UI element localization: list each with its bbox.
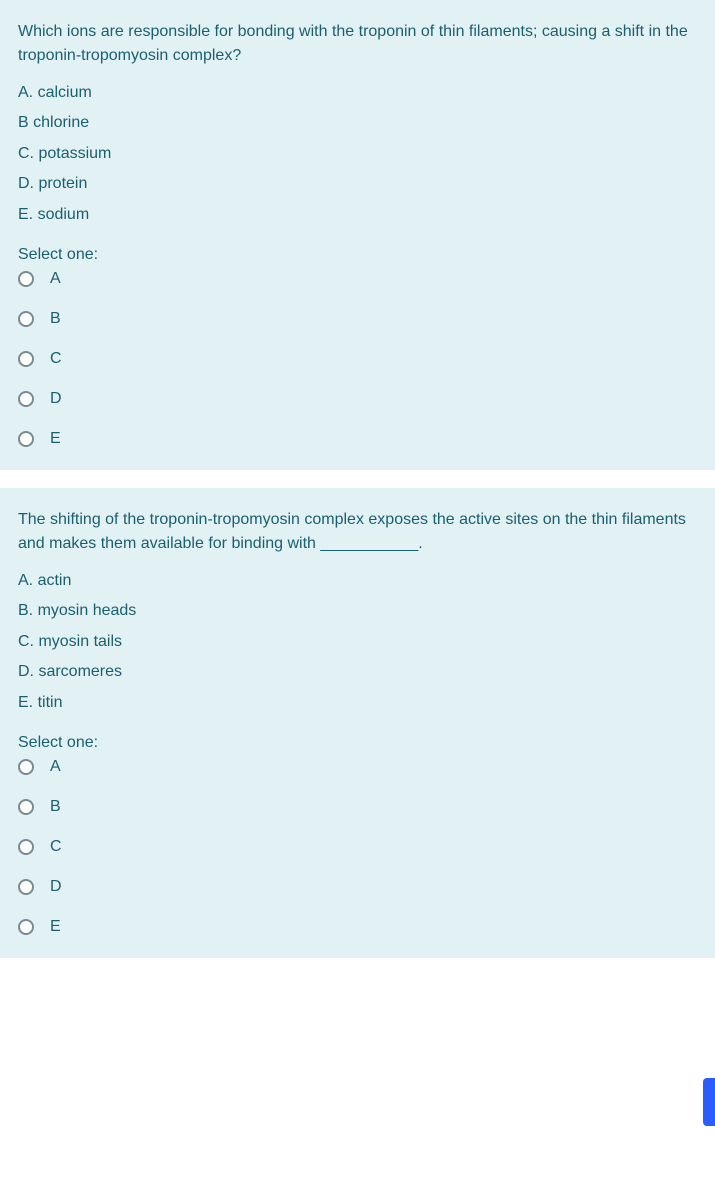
radio-label: B — [50, 310, 61, 328]
question-option: A. actin — [18, 566, 697, 596]
radio-icon[interactable] — [18, 311, 34, 327]
radio-option[interactable]: E — [18, 918, 697, 936]
side-tab[interactable] — [703, 1078, 715, 1126]
radio-label: C — [50, 350, 62, 368]
radio-label: E — [50, 430, 61, 448]
radio-option[interactable]: E — [18, 430, 697, 448]
radio-icon[interactable] — [18, 271, 34, 287]
question-option: E. titin — [18, 688, 697, 718]
radio-label: A — [50, 270, 61, 288]
radio-icon[interactable] — [18, 879, 34, 895]
question-option: C. potassium — [18, 139, 697, 169]
radio-icon[interactable] — [18, 799, 34, 815]
radio-icon[interactable] — [18, 431, 34, 447]
radio-label: C — [50, 838, 62, 856]
question-block: The shifting of the troponin-tropomyosin… — [0, 488, 715, 958]
radio-option[interactable]: A — [18, 270, 697, 288]
radio-label: E — [50, 918, 61, 936]
question-option: B chlorine — [18, 108, 697, 138]
radio-option[interactable]: B — [18, 798, 697, 816]
question-block: Which ions are responsible for bonding w… — [0, 0, 715, 470]
radio-label: D — [50, 390, 62, 408]
radio-label: B — [50, 798, 61, 816]
select-one-label: Select one: — [18, 734, 697, 752]
radio-icon[interactable] — [18, 391, 34, 407]
question-option: B. myosin heads — [18, 596, 697, 626]
radio-option[interactable]: B — [18, 310, 697, 328]
question-prompt: Which ions are responsible for bonding w… — [18, 20, 697, 68]
question-option: D. protein — [18, 169, 697, 199]
radio-option[interactable]: A — [18, 758, 697, 776]
radio-label: D — [50, 878, 62, 896]
radio-option[interactable]: D — [18, 878, 697, 896]
select-one-label: Select one: — [18, 246, 697, 264]
radio-option[interactable]: C — [18, 350, 697, 368]
radio-icon[interactable] — [18, 351, 34, 367]
radio-icon[interactable] — [18, 759, 34, 775]
radio-icon[interactable] — [18, 839, 34, 855]
radio-option[interactable]: D — [18, 390, 697, 408]
radio-option[interactable]: C — [18, 838, 697, 856]
question-option: D. sarcomeres — [18, 657, 697, 687]
radio-icon[interactable] — [18, 919, 34, 935]
question-option: E. sodium — [18, 200, 697, 230]
radio-label: A — [50, 758, 61, 776]
question-option: A. calcium — [18, 78, 697, 108]
question-prompt: The shifting of the troponin-tropomyosin… — [18, 508, 697, 556]
question-option: C. myosin tails — [18, 627, 697, 657]
